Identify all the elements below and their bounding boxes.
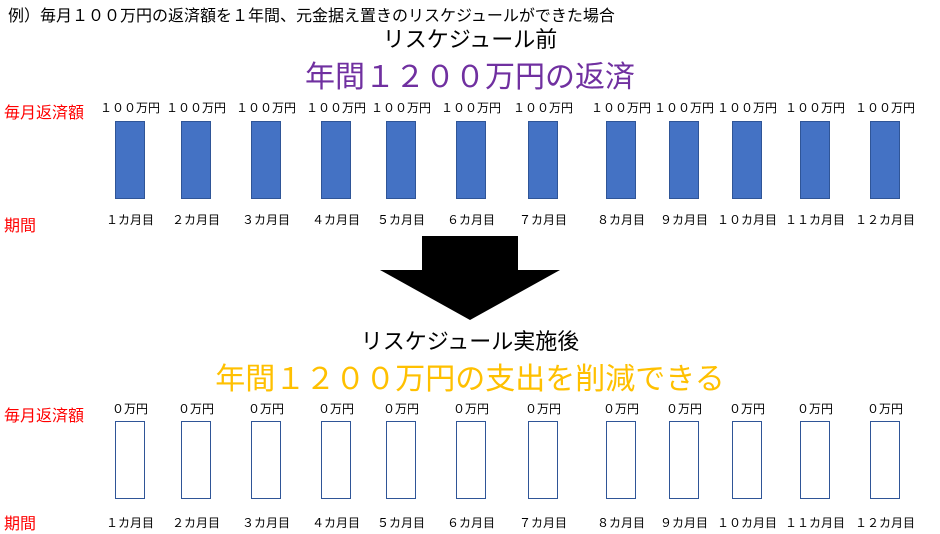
before-period-label: ９カ月目 [659,213,709,227]
after-bar [732,421,762,499]
after-amount-label: ０万円 [866,402,904,416]
before-bar [870,121,900,199]
before-period-label: １０カ月目 [716,213,778,227]
before-period-row-label: 期間 [4,216,37,235]
after-bar [800,421,830,499]
before-bar [800,121,830,199]
after-amount-label: ０万円 [728,402,766,416]
after-period-label: １カ月目 [105,516,155,530]
after-amount-label: ０万円 [524,402,562,416]
before-amount-label: １００万円 [235,101,297,115]
after-bar [181,421,211,499]
before-period-label: １１カ月目 [784,213,846,227]
after-period-label: １１カ月目 [784,516,846,530]
before-amount-label: １００万円 [305,101,367,115]
after-bar [528,421,558,499]
before-headline: 年間１２００万円の返済 [305,60,635,95]
after-bar [606,421,636,499]
after-amount-label: ０万円 [602,402,640,416]
after-bar [870,421,900,499]
before-amount-label: １００万円 [165,101,227,115]
after-amount-label: ０万円 [247,402,285,416]
after-period-label: ５カ月目 [376,516,426,530]
before-period-label: ５カ月目 [376,213,426,227]
before-amount-label: １００万円 [440,101,502,115]
before-amount-label: １００万円 [854,101,916,115]
after-amount-row-label: 毎月返済額 [4,406,85,425]
before-period-label: ４カ月目 [311,213,361,227]
before-amount-label: １００万円 [716,101,778,115]
after-headline: 年間１２００万円の支出を削減できる [215,362,725,397]
after-bar [669,421,699,499]
before-period-label: １２カ月目 [854,213,916,227]
after-bar [251,421,281,499]
before-period-label: ６カ月目 [446,213,496,227]
after-period-label: ８カ月目 [596,516,646,530]
before-period-label: ２カ月目 [171,213,221,227]
before-period-label: ８カ月目 [596,213,646,227]
after-section-label: リスケジュール実施後 [360,330,580,355]
before-bar [321,121,351,199]
after-bar [321,421,351,499]
before-amount-label: １００万円 [784,101,846,115]
before-bar [251,121,281,199]
after-amount-label: ０万円 [452,402,490,416]
down-arrow-icon [380,236,560,320]
after-period-label: ７カ月目 [518,516,568,530]
before-section-label: リスケジュール前 [382,28,558,53]
after-amount-label: ０万円 [177,402,215,416]
before-amount-label: １００万円 [590,101,652,115]
after-period-label: ２カ月目 [171,516,221,530]
before-period-label: １カ月目 [105,213,155,227]
before-amount-label: １００万円 [99,101,161,115]
after-amount-label: ０万円 [796,402,834,416]
before-bar [386,121,416,199]
before-bar [528,121,558,199]
after-bar [456,421,486,499]
before-period-label: ７カ月目 [518,213,568,227]
after-period-label: １０カ月目 [716,516,778,530]
after-period-label: ９カ月目 [659,516,709,530]
after-amount-label: ０万円 [111,402,149,416]
after-bar [115,421,145,499]
after-bar [386,421,416,499]
before-bar [456,121,486,199]
before-amount-label: １００万円 [512,101,574,115]
after-amount-label: ０万円 [382,402,420,416]
after-period-label: ４カ月目 [311,516,361,530]
example-caption: 例）毎月１００万円の返済額を１年間、元金据え置きのリスケジュールができた場合 [8,6,615,25]
before-bar [669,121,699,199]
before-amount-label: １００万円 [370,101,432,115]
after-period-label: ６カ月目 [446,516,496,530]
before-bar [732,121,762,199]
before-bar [115,121,145,199]
after-amount-label: ０万円 [665,402,703,416]
after-period-row-label: 期間 [4,514,37,533]
before-amount-row-label: 毎月返済額 [4,103,85,122]
before-amount-label: １００万円 [653,101,715,115]
before-bar [181,121,211,199]
after-period-label: １２カ月目 [854,516,916,530]
before-bar [606,121,636,199]
after-period-label: ３カ月目 [241,516,291,530]
before-period-label: ３カ月目 [241,213,291,227]
after-amount-label: ０万円 [317,402,355,416]
